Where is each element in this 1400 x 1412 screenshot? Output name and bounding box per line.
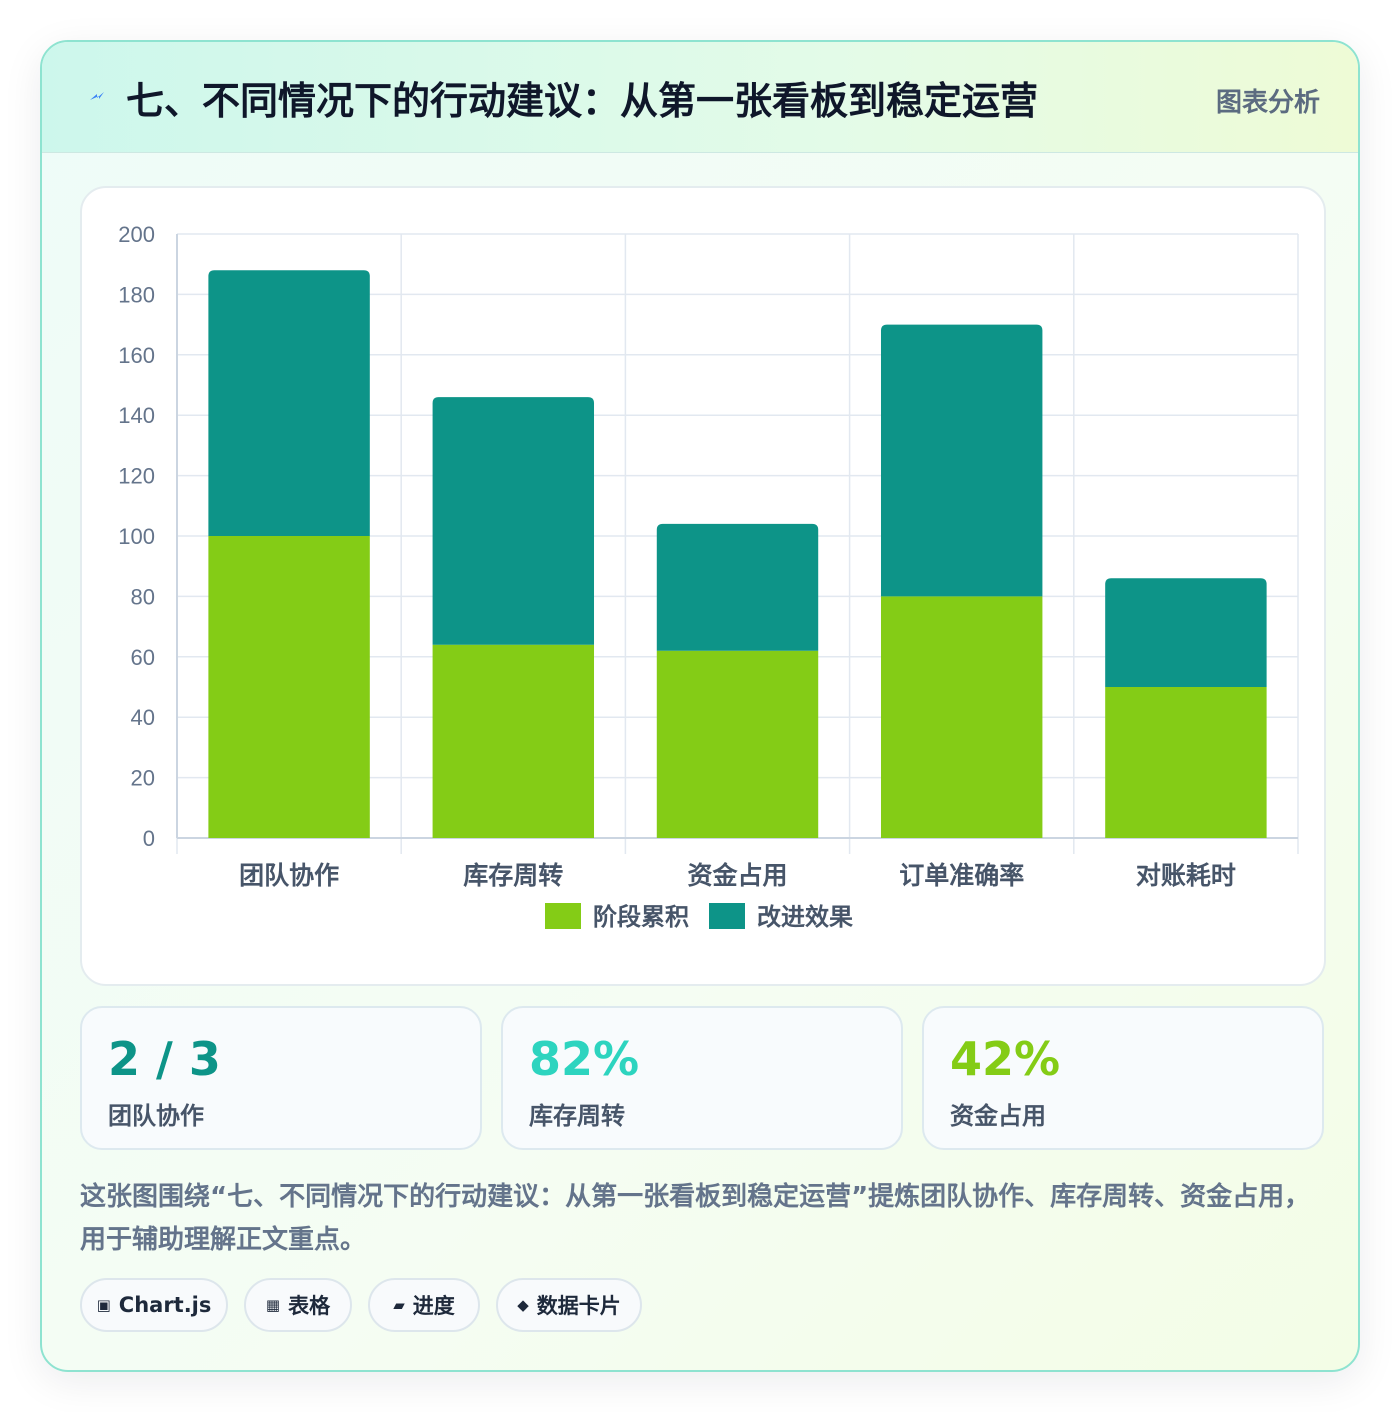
pill-progress[interactable]: ▰ 进度 [368, 1278, 480, 1332]
table-icon: ▦ [265, 1296, 281, 1314]
lightning-icon [90, 92, 104, 100]
chart-icon: ▣ [96, 1296, 111, 1314]
y-tick-label: 20 [131, 766, 155, 791]
bar-segment [880, 596, 1043, 838]
bar-segment [1105, 578, 1267, 687]
legend-label: 阶段累积 [593, 903, 689, 931]
x-tick-label: 对账耗时 [1136, 861, 1236, 890]
stat-card: 82% 库存周转 [501, 1006, 903, 1150]
x-tick-label: 资金占用 [687, 861, 787, 890]
y-tick-label: 40 [131, 705, 155, 730]
pill-label: 进度 [412, 1294, 455, 1318]
bar-segment [1105, 687, 1267, 838]
card-header: 七、不同情况下的行动建议：从第一张看板到稳定运营 图表分析 [42, 42, 1358, 153]
legend-label: 改进效果 [757, 903, 853, 931]
y-tick-label: 140 [118, 403, 155, 428]
stats-row: 2 / 3 团队协作 82% 库存周转 42% 资金占用 [80, 1006, 1324, 1150]
chart-analysis-tag: 图表分析 [1215, 88, 1320, 118]
chart-card: 七、不同情况下的行动建议：从第一张看板到稳定运营 图表分析 0 20 40 60 80 1… [40, 40, 1360, 1372]
chart-description: 这张图围绕“七、不同情况下的行动建议：从第一张看板到稳定运营”提炼团队协作、库存… [80, 1182, 1311, 1255]
y-tick-label: 120 [118, 464, 155, 489]
pill-chartjs[interactable]: ▣ Chart.js [80, 1278, 228, 1332]
stat-value: 2 / 3 [108, 1032, 221, 1086]
y-tick-label: 60 [131, 645, 155, 670]
bar-segment [208, 270, 370, 536]
y-tick-label: 200 [118, 222, 155, 247]
stat-card: 42% 资金占用 [922, 1006, 1324, 1150]
pill-label: Chart.js [118, 1293, 212, 1317]
card-icon: ◆ [517, 1296, 529, 1314]
stat-label: 资金占用 [950, 1102, 1046, 1130]
pill-data-card[interactable]: ◆ 数据卡片 [496, 1278, 642, 1332]
stat-label: 库存周转 [529, 1102, 625, 1130]
legend-swatch [545, 903, 581, 929]
chart-container: 0 20 40 60 80 100 120 140 160 180 200 团队协作 库存周转 资金占用 订… [80, 186, 1326, 986]
y-tick-label: 80 [131, 584, 155, 609]
bar-segment [880, 324, 1043, 597]
bar-segment [656, 523, 819, 651]
y-tick-label: 160 [118, 343, 155, 368]
y-tick-label: 100 [118, 524, 155, 549]
y-tick-label: 180 [118, 282, 155, 307]
legend-swatch [709, 903, 745, 929]
stacked-bar-chart: 0 20 40 60 80 100 120 140 160 180 200 团队协作 库存周转 资金占用 订… [118, 222, 1299, 931]
x-tick-label: 订单准确率 [899, 861, 1024, 890]
bar-segment [208, 536, 370, 838]
pill-table[interactable]: ▦ 表格 [244, 1278, 352, 1332]
stat-card: 2 / 3 团队协作 [80, 1006, 482, 1150]
bar-segment [432, 644, 595, 838]
bar-segment [432, 397, 595, 645]
x-tick-label: 库存周转 [463, 861, 563, 890]
pill-label: 数据卡片 [536, 1294, 621, 1318]
stat-value: 82% [529, 1032, 640, 1086]
x-tick-label: 团队协作 [239, 861, 339, 890]
stat-value: 42% [950, 1032, 1061, 1086]
bar-segment [656, 650, 819, 838]
stat-label: 团队协作 [108, 1102, 204, 1130]
feature-pills: ▣ Chart.js ▦ 表格 ▰ 进度 ◆ 数据卡片 [80, 1278, 1320, 1336]
progress-icon: ▰ [393, 1296, 405, 1314]
pill-label: 表格 [288, 1294, 331, 1318]
page-title: 七、不同情况下的行动建议：从第一张看板到稳定运营 [126, 79, 1039, 123]
y-tick-label: 0 [143, 826, 155, 851]
